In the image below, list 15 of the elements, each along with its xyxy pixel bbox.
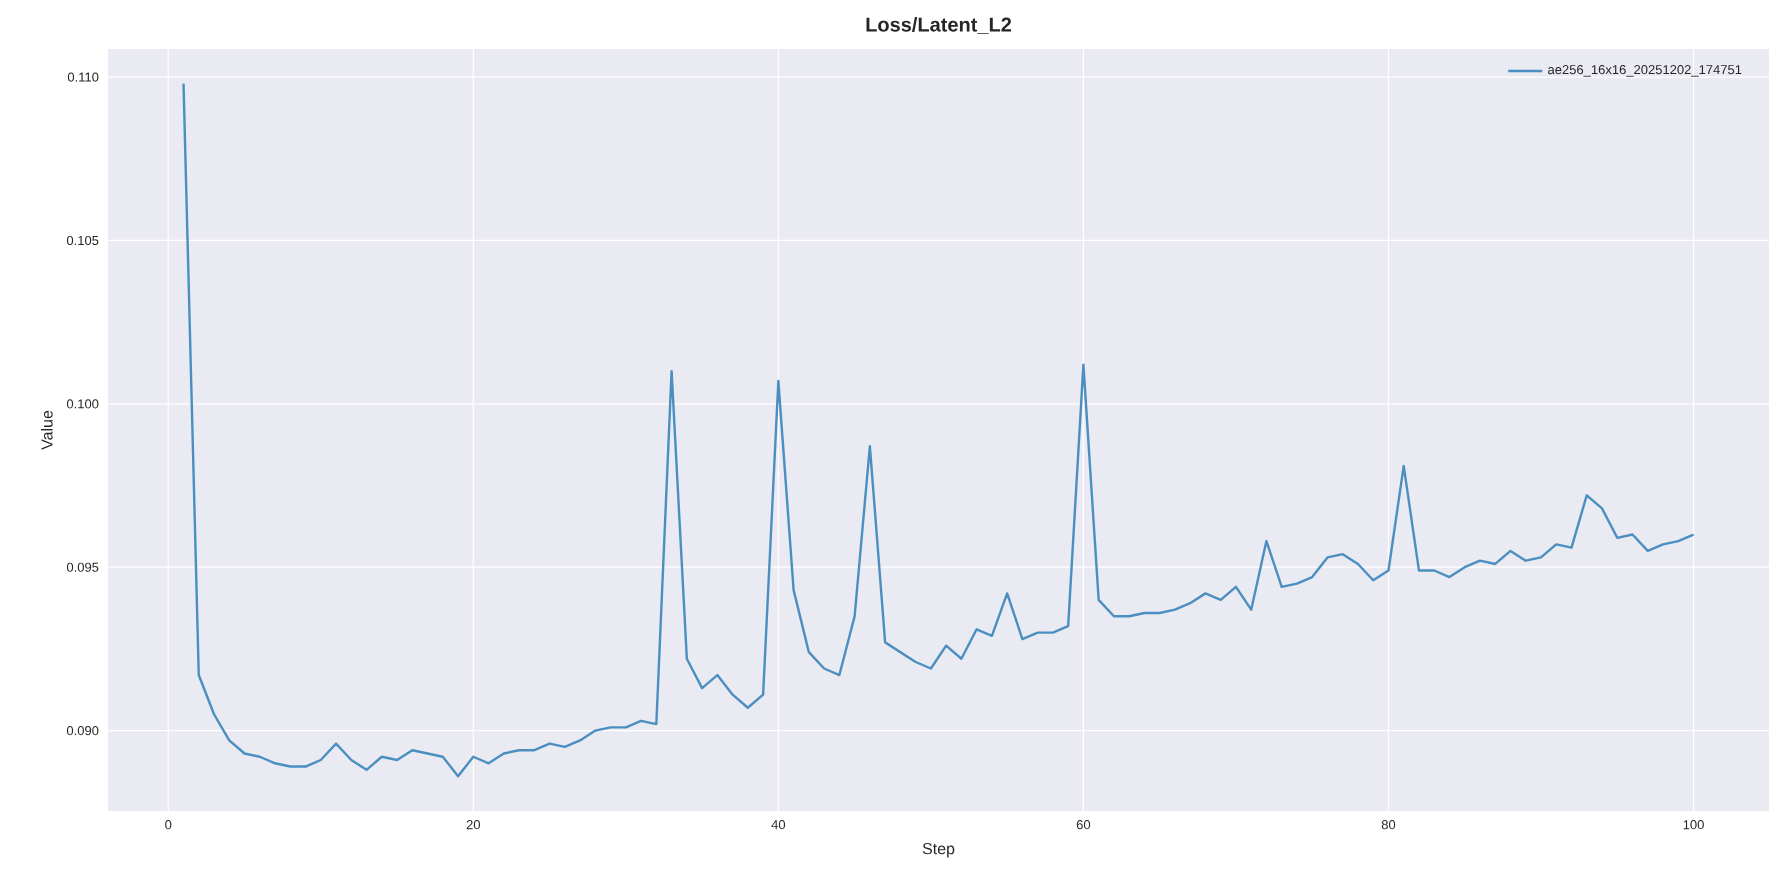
y-tick-label: 0.090 [66,726,99,736]
x-tick-label: 80 [1381,820,1396,830]
y-tick-label: 0.095 [66,562,99,572]
legend-label: ae256_16x16_20251202_174751 [1548,65,1742,77]
x-tick-label: 100 [1683,820,1704,830]
y-tick-label: 0.110 [67,72,99,82]
x-axis-title: Step [922,842,955,858]
x-tick-label: 60 [1076,820,1091,830]
chart-title: Loss/Latent_L2 [866,16,1012,34]
y-tick-label: 0.105 [66,235,99,246]
x-tick-label: 40 [771,820,786,830]
x-tick-label: 0 [165,820,172,830]
y-tick-label: 0.100 [66,399,99,409]
x-tick-label: 20 [466,820,481,830]
y-axis-title: Value [40,410,53,450]
